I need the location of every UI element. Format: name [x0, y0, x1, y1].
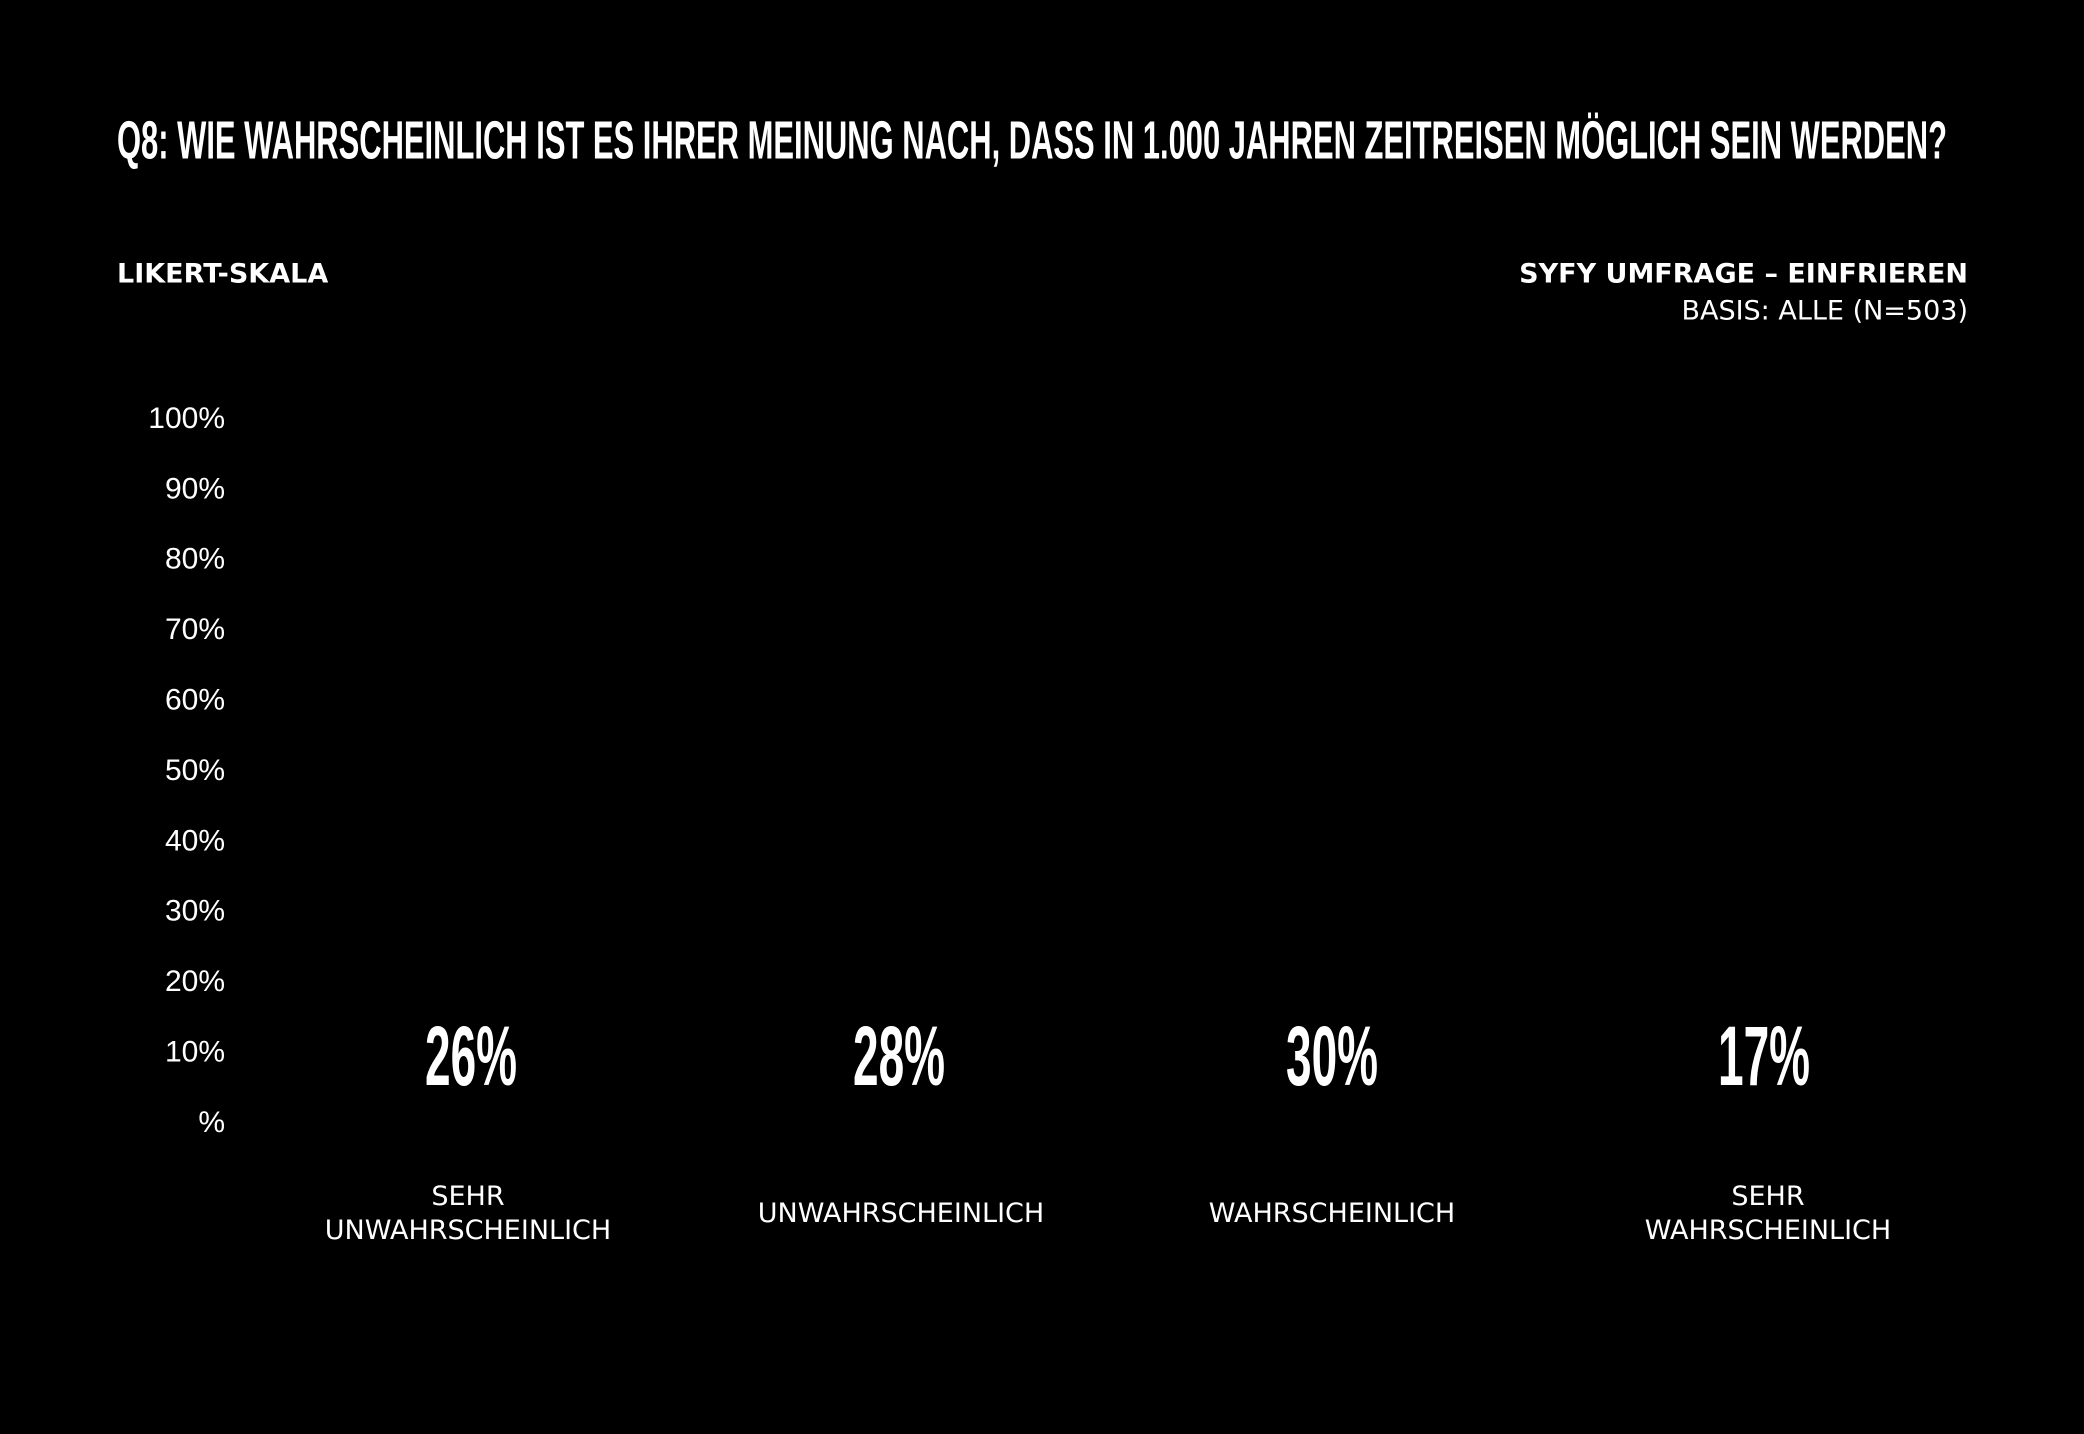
y-tick-label: %: [198, 1106, 225, 1139]
chart-title: Q8: WIE WAHRSCHEINLICH IST ES IHRER MEIN…: [117, 110, 1947, 170]
y-tick-label: 20%: [165, 965, 225, 998]
y-tick-label: 90%: [165, 472, 225, 505]
value-label: 28%: [853, 1009, 945, 1103]
y-tick-label: 60%: [165, 684, 225, 717]
x-tick-label: SEHR UNWAHRSCHEINLICH: [324, 1181, 612, 1246]
source: SYFY UMFRAGE – EINFRIEREN: [1519, 259, 1968, 290]
value-label: 26%: [425, 1009, 517, 1103]
value-label: 17%: [1718, 1009, 1810, 1103]
base-note: BASIS: ALLE (N=503): [1681, 296, 1968, 327]
y-tick-label: 10%: [165, 1036, 225, 1069]
y-tick-label: 30%: [165, 895, 225, 928]
y-tick-label: 80%: [165, 543, 225, 576]
value-label: 30%: [1286, 1009, 1378, 1103]
y-tick-label: 40%: [165, 824, 225, 857]
x-tick-label: WAHRSCHEINLICH: [1208, 1198, 1456, 1229]
y-tick-label: 70%: [165, 613, 225, 646]
subtitle: LIKERT-SKALA: [117, 259, 328, 290]
y-tick-label: 50%: [165, 754, 225, 787]
x-tick-label: SEHR WAHRSCHEINLICH: [1644, 1181, 1892, 1246]
x-tick-label: UNWAHRSCHEINLICH: [757, 1198, 1045, 1229]
y-tick-label: 100%: [148, 402, 225, 435]
